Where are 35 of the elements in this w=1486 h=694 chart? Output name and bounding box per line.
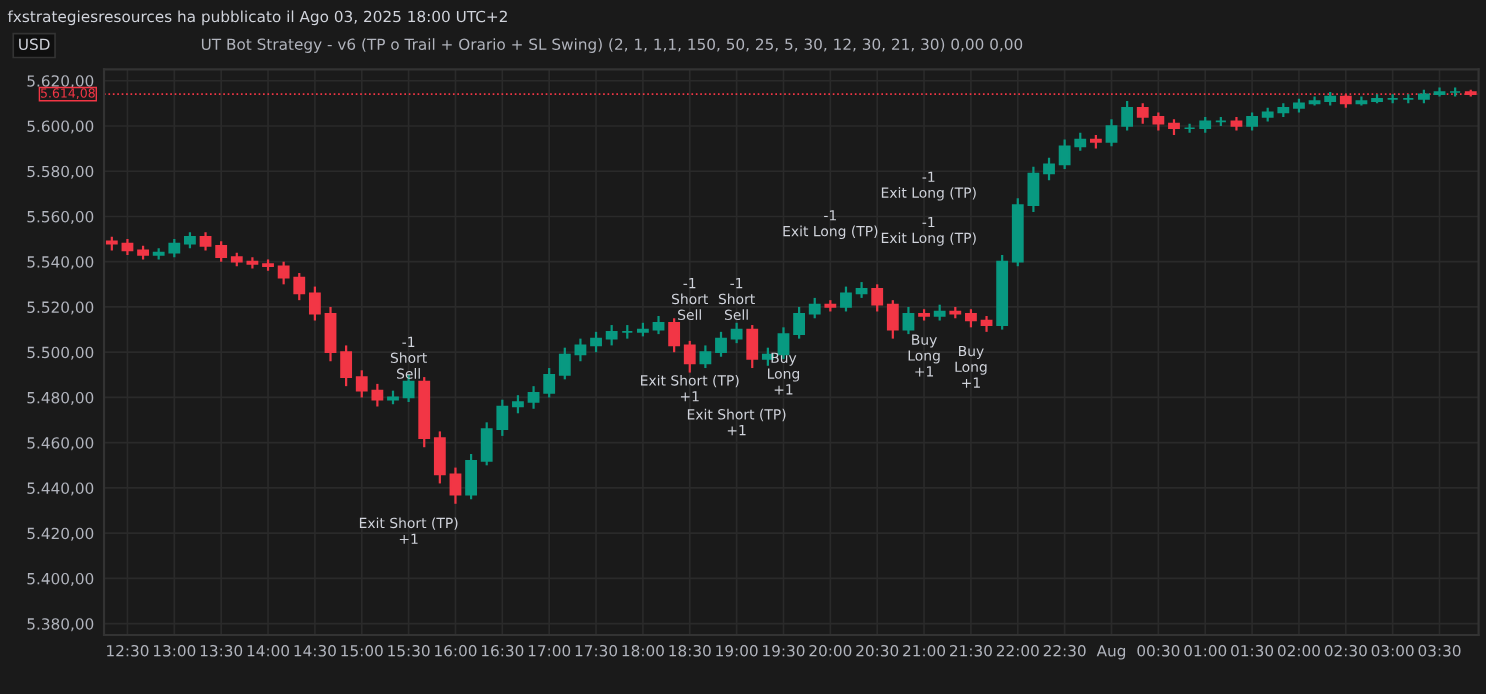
candlestick bbox=[449, 466, 462, 505]
candlestick bbox=[1183, 122, 1196, 134]
candlestick bbox=[761, 346, 774, 367]
candlestick bbox=[902, 305, 915, 336]
candlestick bbox=[1246, 111, 1258, 132]
candlestick bbox=[215, 240, 228, 263]
candlestick bbox=[1433, 86, 1446, 98]
candlestick bbox=[590, 330, 602, 354]
candlestick bbox=[324, 305, 337, 363]
candlestick bbox=[465, 452, 477, 501]
candlestick bbox=[683, 339, 696, 374]
candlestick bbox=[340, 344, 353, 388]
candlestick bbox=[1121, 99, 1134, 132]
candlestick bbox=[871, 283, 884, 313]
candlestick bbox=[715, 330, 727, 358]
candlestick bbox=[433, 430, 446, 485]
candlestick bbox=[1043, 156, 1055, 182]
candlestick bbox=[512, 394, 524, 415]
candlestick bbox=[527, 385, 540, 410]
candlestick bbox=[199, 231, 212, 252]
candlestick bbox=[652, 314, 665, 336]
candlestick bbox=[308, 285, 321, 322]
candlestick bbox=[1105, 118, 1118, 148]
candlestick bbox=[543, 366, 556, 399]
candlestick bbox=[605, 323, 618, 347]
candlestick bbox=[965, 308, 977, 329]
candlestick bbox=[558, 346, 571, 381]
candlestick bbox=[840, 285, 852, 313]
candlestick bbox=[746, 323, 759, 370]
candlestick bbox=[730, 321, 743, 345]
candlestick bbox=[668, 317, 681, 354]
candlestick bbox=[699, 344, 712, 370]
candlestick bbox=[793, 305, 806, 340]
candlestick bbox=[808, 296, 821, 320]
candlestick bbox=[886, 299, 899, 340]
